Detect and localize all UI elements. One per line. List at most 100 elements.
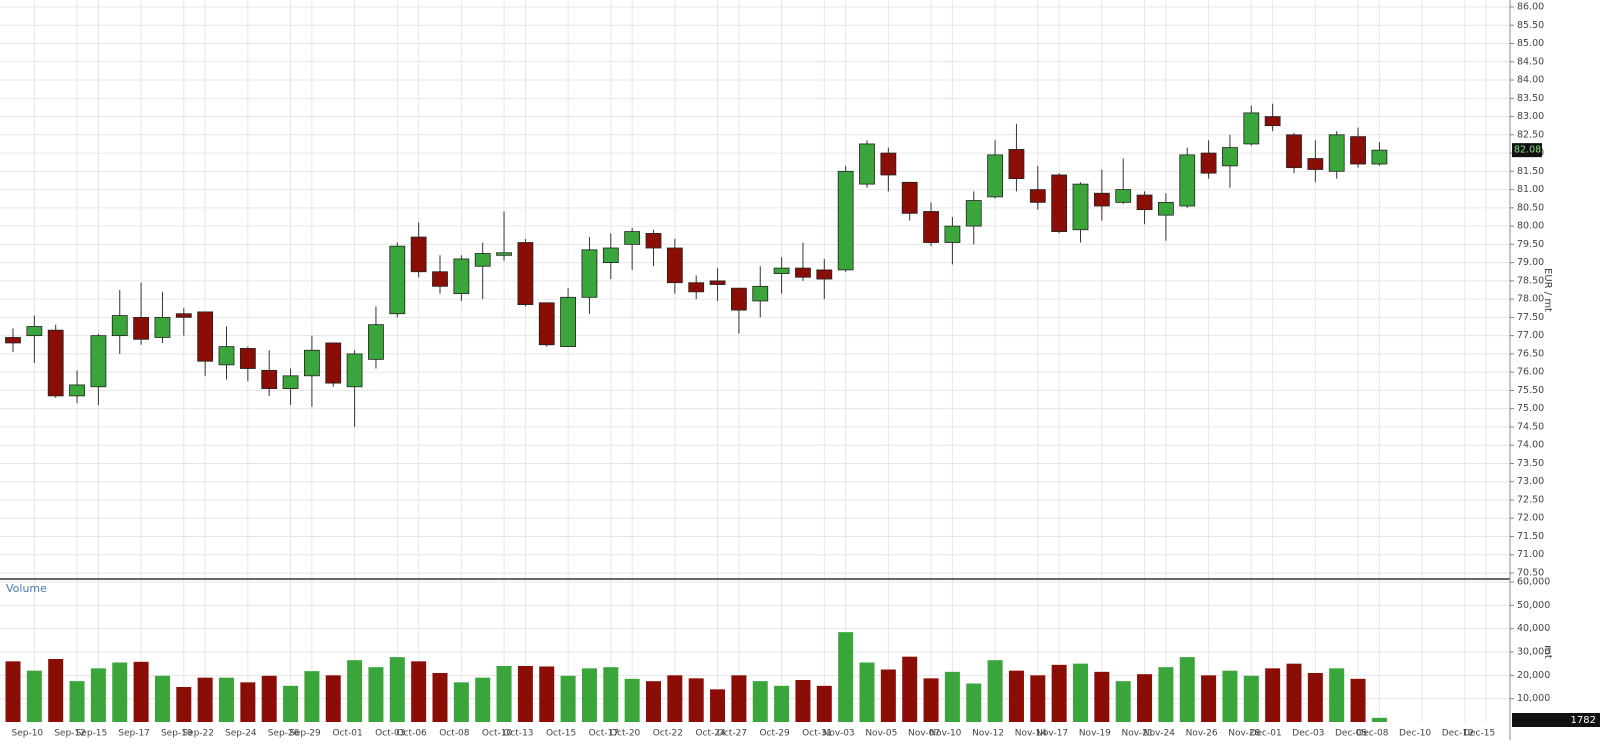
candle-body (47, 329, 64, 397)
y-tick-label: 77.00 (1517, 330, 1544, 341)
volume-bar (261, 675, 277, 722)
candle-body (1243, 112, 1260, 145)
volume-bar (176, 687, 192, 722)
volume-bar (646, 681, 661, 722)
x-tick-label: Oct-17 (589, 729, 619, 739)
volume-bar (902, 656, 918, 722)
x-tick-label: Oct-31 (802, 729, 832, 739)
candle-body (474, 253, 491, 267)
candle-body (731, 287, 747, 311)
volume-bar (880, 669, 896, 722)
volume-bar (453, 682, 469, 722)
x-tick-label: Dec-10 (1399, 729, 1431, 739)
volume-bar (710, 689, 726, 722)
x-tick-label: Sep-15 (76, 729, 108, 739)
candle-body (1200, 152, 1217, 174)
y-tick-label: 85.50 (1517, 20, 1544, 31)
y-tick-label: 83.50 (1517, 93, 1544, 104)
candle-body (795, 267, 811, 278)
volume-bar (923, 678, 939, 722)
candle-body (368, 324, 384, 360)
volume-bar (1329, 668, 1345, 722)
x-tick-label: Nov-07 (908, 729, 940, 739)
volume-bar (1094, 671, 1110, 722)
volume-bar (603, 667, 619, 722)
y-tick-label: 84.00 (1517, 75, 1544, 86)
candle-body (752, 285, 769, 302)
x-tick-label: Oct-27 (717, 729, 747, 739)
candle-body (218, 346, 235, 366)
volume-bar (389, 657, 405, 722)
volume-bar (838, 632, 854, 722)
candle-body (666, 247, 683, 284)
volume-bar (1158, 667, 1174, 722)
x-tick-label: Dec-03 (1292, 729, 1324, 739)
candle-body (154, 316, 171, 338)
x-tick-label: Nov-17 (1036, 729, 1068, 739)
volume-bar (411, 661, 427, 722)
candle-body (239, 348, 256, 369)
volume-bar (1201, 675, 1217, 722)
candle-body (1264, 116, 1281, 127)
volume-bar (90, 668, 106, 722)
candle-body (1136, 194, 1153, 211)
x-tick-label: Oct-01 (332, 729, 362, 739)
volume-bar (475, 677, 491, 722)
x-tick-label: Nov-26 (1186, 729, 1218, 739)
candle-body (1350, 136, 1366, 165)
volume-bar (944, 671, 960, 722)
marks-layer (5, 103, 1388, 722)
volume-bar (517, 666, 533, 722)
y-tick-label: 75.00 (1517, 403, 1544, 414)
candle-body (410, 236, 427, 273)
candle-body (581, 249, 598, 298)
volume-bar (795, 680, 811, 722)
candle-body (111, 315, 128, 337)
volume-bar (112, 662, 128, 722)
x-tick-label: Oct-13 (503, 729, 533, 739)
candle-body (816, 269, 833, 280)
candle-body (965, 200, 982, 227)
candle-body (1179, 154, 1196, 207)
candle-body (901, 181, 918, 214)
y-tick-label: 79.50 (1517, 239, 1544, 250)
volume-bar (1137, 674, 1153, 722)
volume-bar (539, 666, 555, 722)
x-tick-label: Oct-03 (375, 729, 405, 739)
last-volume-label: 1782 (1571, 715, 1596, 726)
candle-body (1008, 149, 1025, 180)
last-price-tag (1512, 143, 1542, 158)
volume-bar (325, 675, 341, 722)
x-tick-label: Sep-19 (161, 729, 193, 739)
volume-bar (1265, 668, 1281, 722)
y-tick-label: 74.50 (1517, 421, 1544, 432)
x-tick-label: Nov-05 (865, 729, 897, 739)
y-tick-label: 20,000 (1517, 670, 1550, 681)
volume-bar (1051, 664, 1067, 722)
candle-body (69, 384, 85, 397)
x-tick-label: Dec-05 (1335, 729, 1367, 739)
x-tick-label: Sep-22 (182, 729, 214, 739)
y-tick-label: 77.50 (1517, 312, 1544, 323)
x-tick-label: Nov-12 (972, 729, 1004, 739)
volume-bar (667, 675, 683, 722)
x-tick-label: Oct-08 (439, 729, 470, 739)
candle-body (1307, 158, 1324, 170)
x-tick-label: Sep-29 (289, 729, 321, 739)
y-tick-label: 80.50 (1517, 202, 1544, 213)
candle-body (517, 242, 534, 306)
x-tick-label: Dec-15 (1463, 729, 1495, 739)
x-tick-label: Sep-12 (54, 729, 86, 739)
x-tick-label: Oct-29 (759, 729, 790, 739)
x-tick-label: Nov-28 (1228, 729, 1260, 739)
volume-bar (1115, 681, 1131, 722)
candle-body (389, 245, 406, 315)
volume-bar (688, 678, 704, 722)
candle-body (432, 271, 448, 287)
x-tick-label: Nov-19 (1079, 729, 1111, 739)
y-tick-label: 76.50 (1517, 348, 1544, 359)
candle-body (261, 369, 278, 389)
volume-bar (1286, 663, 1302, 722)
